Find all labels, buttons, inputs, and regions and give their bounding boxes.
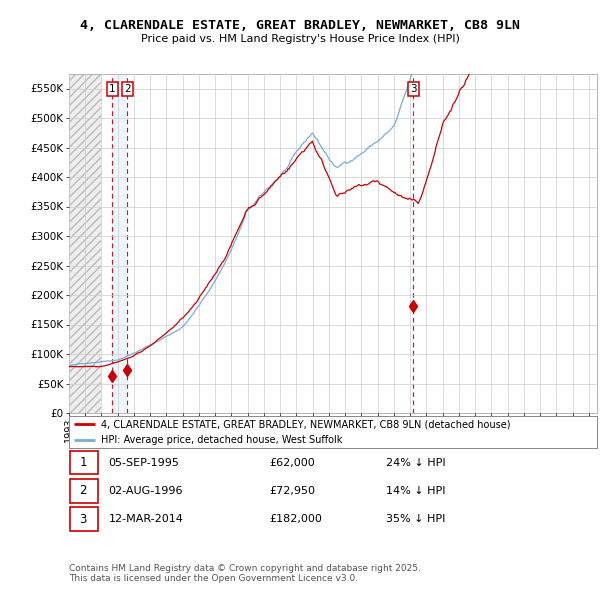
Text: 35% ↓ HPI: 35% ↓ HPI [386,514,445,524]
Text: 02-AUG-1996: 02-AUG-1996 [109,486,183,496]
Text: £182,000: £182,000 [269,514,323,524]
FancyBboxPatch shape [70,451,98,474]
Text: 1: 1 [109,84,116,94]
Text: 12-MAR-2014: 12-MAR-2014 [109,514,184,524]
Text: 24% ↓ HPI: 24% ↓ HPI [386,458,445,467]
FancyBboxPatch shape [70,479,98,503]
Text: 2: 2 [80,484,87,497]
Text: 05-SEP-1995: 05-SEP-1995 [109,458,179,467]
Text: 1: 1 [80,456,87,469]
Text: 4, CLARENDALE ESTATE, GREAT BRADLEY, NEWMARKET, CB8 9LN (detached house): 4, CLARENDALE ESTATE, GREAT BRADLEY, NEW… [101,419,510,429]
Bar [69,74,101,413]
Text: £62,000: £62,000 [269,458,316,467]
Text: £72,950: £72,950 [269,486,316,496]
Text: Contains HM Land Registry data © Crown copyright and database right 2025.
This d: Contains HM Land Registry data © Crown c… [69,563,421,583]
Text: 4, CLARENDALE ESTATE, GREAT BRADLEY, NEWMARKET, CB8 9LN: 4, CLARENDALE ESTATE, GREAT BRADLEY, NEW… [80,19,520,32]
Text: 2: 2 [124,84,131,94]
Text: 3: 3 [410,84,416,94]
Bar [112,74,127,413]
FancyBboxPatch shape [70,507,98,531]
Text: 3: 3 [80,513,87,526]
Text: 14% ↓ HPI: 14% ↓ HPI [386,486,445,496]
Text: HPI: Average price, detached house, West Suffolk: HPI: Average price, detached house, West… [101,435,342,445]
Text: Price paid vs. HM Land Registry's House Price Index (HPI): Price paid vs. HM Land Registry's House … [140,34,460,44]
